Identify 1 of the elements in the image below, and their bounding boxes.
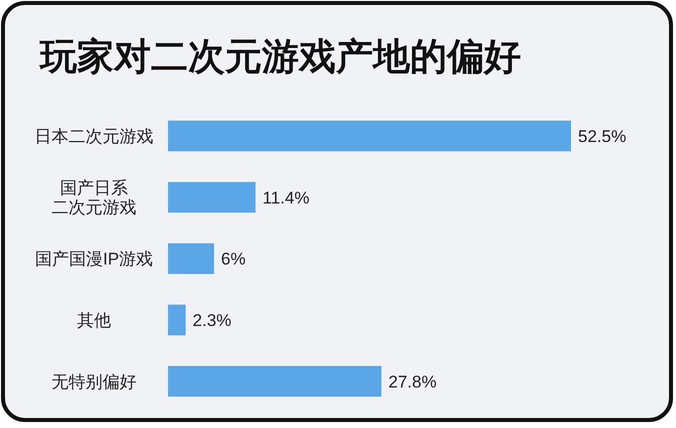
title: 玩家对二次元游戏产地的偏好 (40, 36, 521, 76)
